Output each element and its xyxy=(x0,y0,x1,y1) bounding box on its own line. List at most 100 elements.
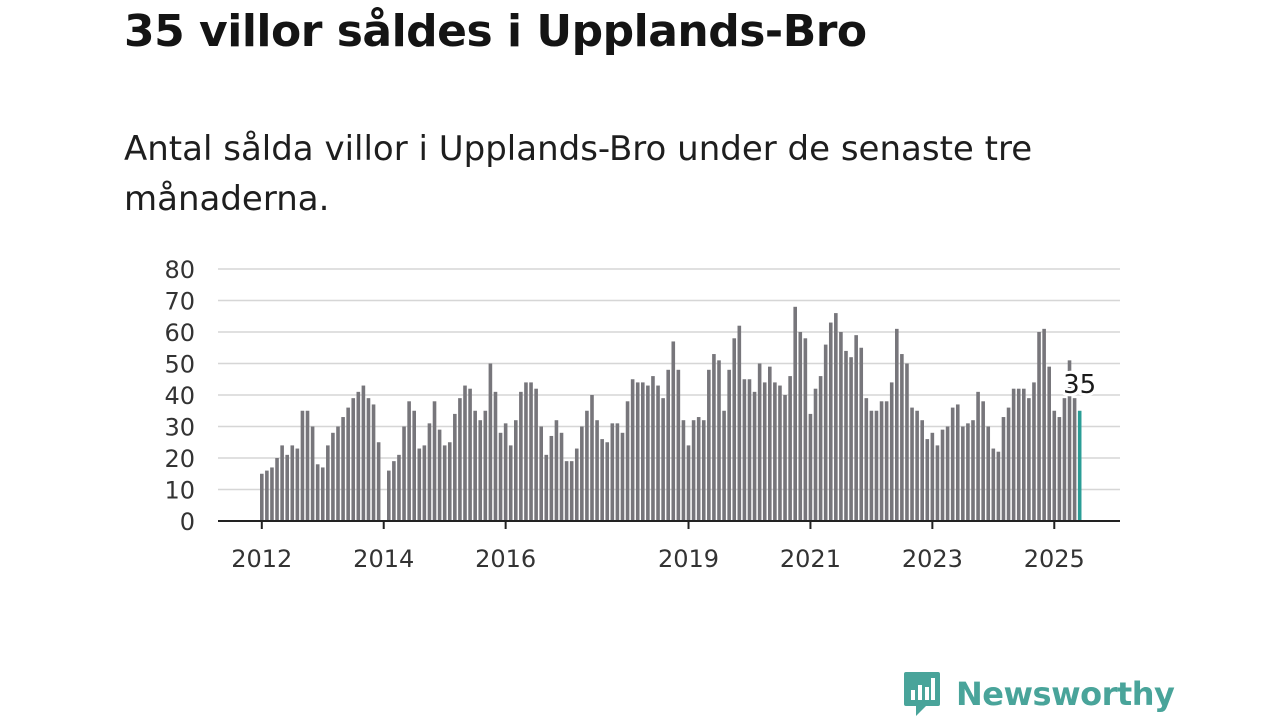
bar xyxy=(295,448,300,521)
bar xyxy=(839,332,843,521)
bar xyxy=(397,454,401,521)
bar xyxy=(620,432,625,521)
bar xyxy=(559,432,564,521)
bar xyxy=(595,420,599,521)
bar xyxy=(828,322,833,521)
bar xyxy=(966,423,970,521)
bar xyxy=(361,385,366,521)
bar xyxy=(427,423,432,521)
bar xyxy=(625,401,630,521)
bar xyxy=(341,417,345,521)
bar xyxy=(270,467,274,521)
bar xyxy=(1037,332,1041,521)
bar xyxy=(691,420,696,521)
bar xyxy=(356,391,361,521)
bar xyxy=(371,404,376,521)
bar xyxy=(895,328,899,521)
bar xyxy=(701,420,706,521)
y-tick-label: 80 xyxy=(164,256,195,284)
bar xyxy=(463,385,467,521)
bar xyxy=(823,344,828,521)
highlight-value-label: 35 xyxy=(1063,370,1096,400)
bar xyxy=(605,442,610,521)
bar xyxy=(615,423,620,521)
bar xyxy=(392,461,396,521)
y-tick-label: 20 xyxy=(164,445,195,473)
brand-name: Newsworthy xyxy=(956,675,1175,713)
bar xyxy=(407,401,411,521)
bar xyxy=(285,454,289,521)
bar xyxy=(940,429,945,521)
x-tick-label: 2023 xyxy=(902,545,963,573)
bar xyxy=(920,420,924,521)
bar xyxy=(265,470,269,521)
bar xyxy=(976,391,980,521)
bar xyxy=(717,360,721,521)
bar xyxy=(950,407,955,521)
bar xyxy=(773,382,777,521)
bar xyxy=(544,454,549,521)
bar xyxy=(1011,388,1016,521)
bar xyxy=(260,473,264,521)
y-tick-label: 40 xyxy=(164,382,195,410)
bar xyxy=(996,451,1001,521)
bar xyxy=(473,410,477,521)
bar xyxy=(955,404,960,521)
bar xyxy=(432,401,437,521)
bar xyxy=(671,341,676,521)
bar xyxy=(681,420,686,521)
x-tick-label: 2016 xyxy=(475,545,536,573)
newsworthy-brand[interactable]: Newsworthy xyxy=(902,670,1175,718)
bar xyxy=(813,388,818,521)
bar xyxy=(661,398,665,521)
bar xyxy=(402,426,406,521)
bar xyxy=(549,435,554,521)
bar xyxy=(808,413,813,521)
bar xyxy=(981,401,985,521)
bar xyxy=(854,335,858,521)
bar xyxy=(610,423,615,521)
bar xyxy=(564,461,569,521)
bar xyxy=(676,369,681,521)
bar xyxy=(712,354,716,521)
bar xyxy=(803,338,808,521)
bar xyxy=(534,388,538,521)
bar xyxy=(600,439,604,521)
bar xyxy=(305,410,310,521)
bar xyxy=(453,413,457,521)
bar xyxy=(864,398,869,521)
y-tick-label: 30 xyxy=(164,414,195,442)
y-tick-label: 60 xyxy=(164,319,195,347)
x-tick-label: 2012 xyxy=(231,545,292,573)
bar xyxy=(859,347,864,521)
bar xyxy=(503,423,508,521)
bar xyxy=(834,313,838,521)
bar xyxy=(574,448,579,521)
bar xyxy=(519,391,523,521)
y-tick-label: 50 xyxy=(164,351,195,379)
x-tick-label: 2014 xyxy=(353,545,414,573)
bar xyxy=(539,426,543,521)
bar xyxy=(585,410,589,521)
bar xyxy=(971,420,975,521)
bar xyxy=(783,395,787,521)
bar xyxy=(900,354,904,521)
bar xyxy=(646,385,650,521)
bar xyxy=(630,379,635,521)
bar xyxy=(793,306,797,521)
bar xyxy=(707,369,711,521)
bar xyxy=(874,410,879,521)
bar xyxy=(442,445,447,521)
chart-subtitle: Antal sålda villor i Upplands-Bro under … xyxy=(124,129,1033,219)
bar xyxy=(422,445,427,521)
bar xyxy=(1027,398,1031,521)
bar xyxy=(275,458,279,521)
bar xyxy=(483,410,488,521)
bar xyxy=(910,407,914,521)
bar xyxy=(488,363,493,521)
bar xyxy=(1042,328,1046,521)
bar xyxy=(844,350,848,521)
bar xyxy=(722,410,726,521)
newsworthy-logo-icon xyxy=(904,672,940,716)
